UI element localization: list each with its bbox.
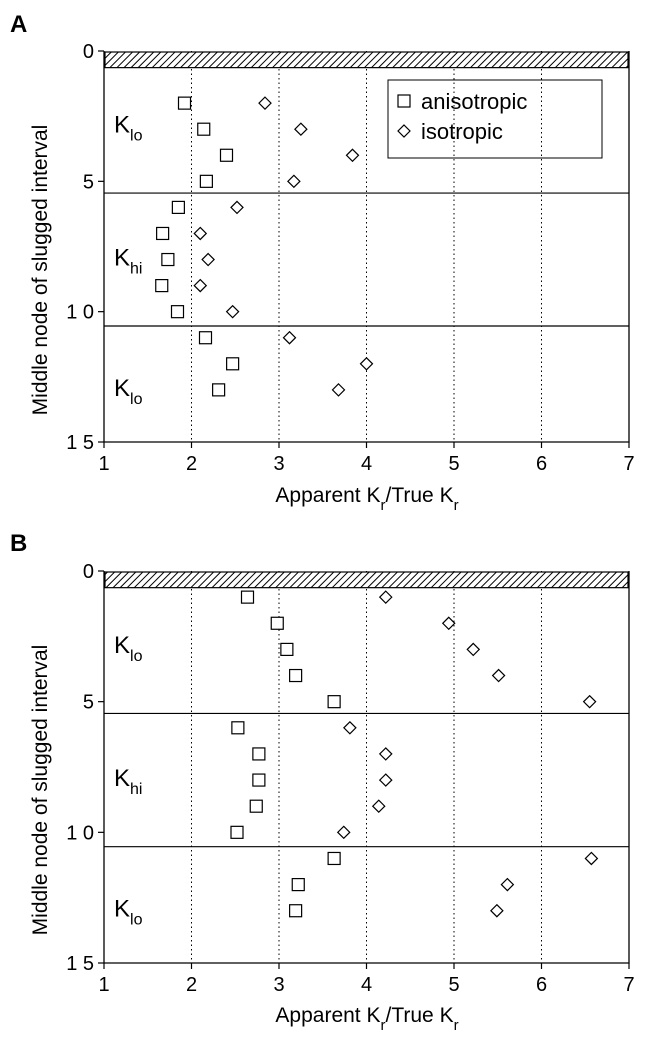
point-anisotropic [270,616,284,630]
point-isotropic [336,825,351,840]
point-anisotropic [177,96,192,110]
point-isotropic [343,720,357,735]
x-tick-label: 3 [273,453,284,475]
point-isotropic [378,590,393,604]
region-label: Klo [114,896,143,929]
point-isotropic [225,304,240,319]
x-axis-label: Apparent Kr/True Kr [275,484,458,514]
point-anisotropic [198,331,213,345]
point-anisotropic [240,590,255,604]
panel-a: A Middle node of slugged interval Appare… [10,11,635,514]
point-isotropic [345,148,360,163]
point-anisotropic [289,668,303,683]
legend-diamond-marker [397,124,411,138]
y-tick-label: 1 0 [66,302,94,324]
y-axis-label: Middle node of slugged interval [29,645,52,936]
y-tick-label: 5 [83,171,94,193]
x-tick-label: 1 [98,974,109,996]
point-anisotropic [327,695,341,709]
region-label: Khi [114,245,142,278]
point-anisotropic [230,825,244,839]
point-anisotropic [171,200,185,214]
point-isotropic [441,616,456,631]
x-tick-label: 2 [186,453,197,475]
region-label: Klo [114,375,143,408]
panel-b: B Middle node of slugged interval Appare… [10,530,635,1034]
x-tick-label: 4 [361,974,372,996]
x-tick-label: 6 [536,974,547,996]
point-isotropic [331,383,346,397]
point-isotropic [294,122,308,137]
legend-entry-anisotropic: anisotropic [421,89,527,114]
region-label: Klo [114,632,143,665]
legend-entry-isotropic: isotropic [421,119,503,144]
point-isotropic [490,903,504,918]
screen-band [104,571,629,589]
point-anisotropic [249,799,263,813]
point-anisotropic [197,122,211,136]
point-anisotropic [212,383,226,397]
point-anisotropic [252,773,266,787]
point-isotropic [282,330,297,345]
point-anisotropic [291,877,305,892]
point-anisotropic [280,642,294,657]
point-anisotropic [327,851,341,866]
y-tick-label: 0 [83,41,94,63]
point-isotropic [230,200,244,215]
point-anisotropic [161,252,175,267]
x-axis-label: Apparent Kr/True Kr [275,1004,458,1034]
y-tick-label: 1 0 [66,822,94,844]
point-isotropic [378,747,393,761]
point-isotropic [378,773,393,787]
point-isotropic [193,226,208,241]
x-tick-label: 5 [448,974,459,996]
point-anisotropic [155,279,169,293]
point-isotropic [371,799,386,814]
region-label: Khi [114,765,142,798]
x-tick-label: 5 [448,453,459,475]
legend: anisotropic isotropic [387,79,603,159]
y-tick-label: 1 5 [66,432,94,454]
point-anisotropic [170,305,185,319]
panel-letter: B [10,530,27,557]
screen-band [104,51,629,69]
region-label: Klo [114,112,143,145]
point-isotropic [193,278,208,293]
x-tick-label: 6 [536,453,547,475]
point-isotropic [359,356,374,371]
point-isotropic [287,174,301,189]
point-isotropic [466,642,481,657]
point-anisotropic [289,904,303,918]
point-isotropic [582,694,597,709]
point-isotropic [258,96,272,110]
point-anisotropic [252,747,266,761]
y-tick-label: 0 [83,561,94,583]
point-isotropic [500,877,515,892]
x-tick-label: 7 [623,974,634,996]
x-tick-label: 1 [98,453,109,475]
y-tick-label: 5 [83,692,94,714]
point-anisotropic [219,148,234,162]
legend-box [387,79,603,159]
point-anisotropic [199,174,213,188]
x-tick-label: 4 [361,453,372,475]
point-isotropic [584,851,599,866]
panel-letter: A [10,11,27,38]
point-isotropic [201,252,215,267]
y-axis-label: Middle node of slugged interval [29,125,52,416]
legend-square-marker [397,94,411,108]
x-tick-label: 2 [186,974,197,996]
point-anisotropic [226,357,240,371]
point-anisotropic [231,721,245,735]
x-tick-label: 3 [273,974,284,996]
y-tick-label: 1 5 [66,953,94,975]
x-tick-label: 7 [623,453,634,475]
point-anisotropic [156,226,170,241]
point-isotropic [491,668,506,683]
